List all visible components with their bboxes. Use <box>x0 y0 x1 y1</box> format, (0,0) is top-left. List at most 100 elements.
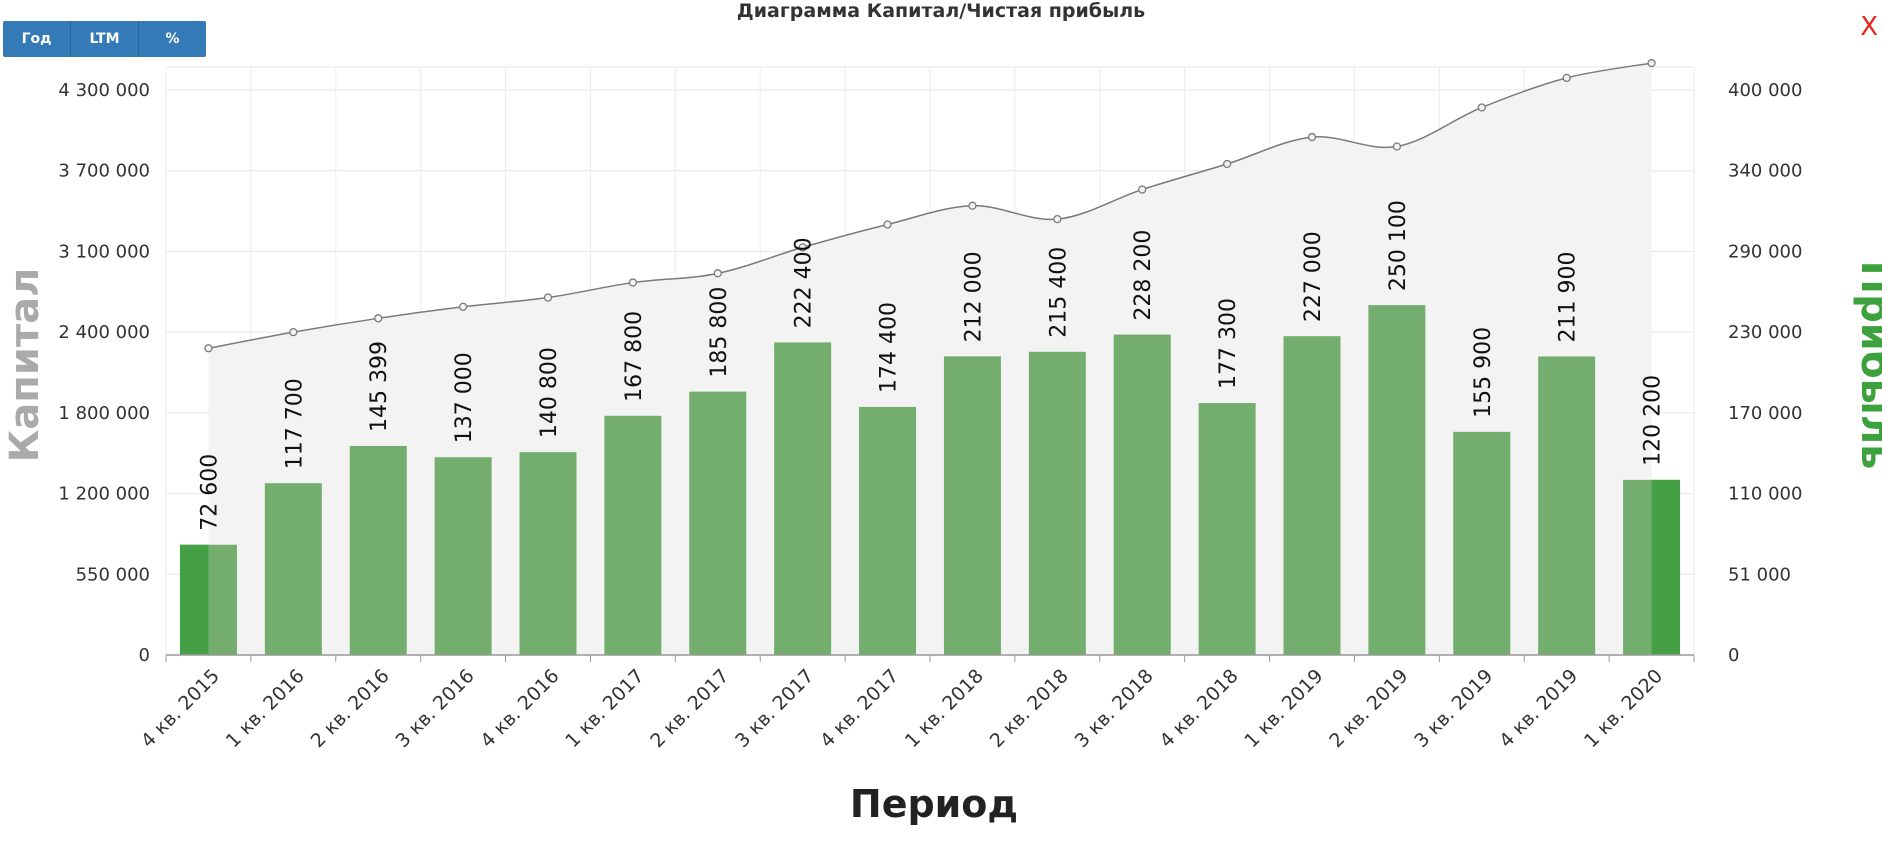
left-axis-tick-label: 4 300 000 <box>58 80 150 101</box>
profit-bar <box>943 356 1001 655</box>
capital-point <box>1477 103 1486 112</box>
chart-title: Диаграмма Капитал/Чистая прибыль <box>736 0 1146 22</box>
left-axis-tick-label: 550 000 <box>76 564 150 585</box>
x-axis-tick-label: 2 кв. 2018 <box>986 665 1073 752</box>
profit-bar <box>859 406 917 655</box>
left-axis-tick-label: 3 700 000 <box>58 161 150 182</box>
bar-data-label: 222 400 <box>792 237 817 328</box>
capital-point <box>204 344 213 353</box>
left-axis-tick-label: 1 200 000 <box>58 484 150 505</box>
left-axis-tick-label: 1 800 000 <box>58 403 150 424</box>
right-axis-tick-label: 340 000 <box>1728 161 1802 182</box>
profit-bar <box>689 391 747 655</box>
capital-point <box>1392 142 1402 151</box>
capital-point <box>713 269 722 278</box>
capital-point <box>1138 185 1147 194</box>
bar-data-label: 140 800 <box>537 347 562 438</box>
right-axis-tick-label: 51 000 <box>1728 564 1791 585</box>
profit-bars <box>179 305 1681 655</box>
capital-point <box>1562 73 1571 83</box>
bar-data-label: 211 900 <box>1556 252 1581 343</box>
percent-button[interactable]: % <box>139 21 206 57</box>
x-axis-tick-label: 2 кв. 2019 <box>1325 665 1412 752</box>
profit-bar-highlight <box>179 544 209 655</box>
left-axis-tick-label: 3 100 000 <box>58 241 150 262</box>
capital-point <box>289 327 298 337</box>
bar-data-label: 117 700 <box>282 378 307 469</box>
profit-bar <box>1113 334 1171 655</box>
bar-data-label: 137 000 <box>452 352 477 443</box>
right-axis-tick-label: 0 <box>1728 645 1739 666</box>
capital-point <box>628 278 638 287</box>
right-axis-tick-label: 400 000 <box>1728 80 1802 101</box>
right-axis-tick-label: 290 000 <box>1728 241 1802 262</box>
bar-data-label: 155 900 <box>1471 327 1496 418</box>
right-axis-tick-label: 230 000 <box>1728 322 1802 343</box>
bar-data-label: 120 200 <box>1641 375 1666 466</box>
x-axis-tick-label: 1 кв. 2016 <box>222 665 309 752</box>
capital-point <box>1307 132 1317 142</box>
right-axis-label: Прибыль <box>1852 261 1882 470</box>
capital-point <box>543 293 553 302</box>
x-axis-tick-label: 1 кв. 2020 <box>1580 665 1667 752</box>
profit-bar <box>349 445 407 655</box>
x-axis-tick-label: 4 кв. 2018 <box>1156 665 1243 752</box>
x-axis-tick-label: 1 кв. 2017 <box>561 665 648 752</box>
x-axis-tick-label: 4 кв. 2016 <box>476 665 563 752</box>
profit-bar <box>1538 356 1596 655</box>
bar-data-label: 185 800 <box>707 287 732 378</box>
bar-data-label: 212 000 <box>961 251 986 342</box>
bar-data-label: 177 300 <box>1216 298 1241 389</box>
capital-line <box>208 62 1652 350</box>
x-axis-tick-label: 2 кв. 2017 <box>646 665 733 752</box>
right-axis-tick-label: 110 000 <box>1728 484 1802 505</box>
profit-bar-highlight <box>1651 479 1681 655</box>
x-axis-tick-label: 3 кв. 2017 <box>731 665 818 752</box>
profit-bar <box>1028 351 1086 655</box>
profit-bar <box>1453 431 1511 655</box>
x-axis-tick-label: 1 кв. 2019 <box>1240 665 1327 752</box>
capital-points <box>204 58 1656 353</box>
capital-point <box>798 243 807 252</box>
bar-data-label: 215 400 <box>1046 247 1071 338</box>
x-axis-tick-label: 3 кв. 2019 <box>1410 665 1497 752</box>
x-axis-label: Период <box>850 782 1018 826</box>
profit-bar <box>774 342 832 655</box>
bar-data-labels: 72 600 117 700 145 399 137 000 140 800 167 80… <box>197 200 1665 531</box>
x-axis-tick-label: 3 кв. 2018 <box>1071 665 1158 752</box>
left-axis-label: Капитал <box>2 268 48 463</box>
ltm-button[interactable]: LTM <box>71 21 139 57</box>
bar-data-label: 167 800 <box>622 311 647 402</box>
profit-bar <box>604 415 662 655</box>
profit-bar <box>434 457 492 655</box>
right-axis-tick-label: 170 000 <box>1728 403 1802 424</box>
bar-data-label: 227 000 <box>1301 231 1326 322</box>
x-axis-tick-label: 4 кв. 2017 <box>816 665 903 752</box>
capital-point <box>374 314 383 323</box>
year-button[interactable]: Год <box>3 21 71 57</box>
left-axis-tick-label: 2 400 000 <box>58 322 150 343</box>
capital-point <box>1053 214 1062 224</box>
profit-bar <box>264 483 322 655</box>
x-axis-tick-label: 4 кв. 2019 <box>1495 665 1582 752</box>
capital-point <box>883 220 892 229</box>
bar-data-label: 174 400 <box>877 302 902 393</box>
axes <box>165 654 1695 662</box>
bar-data-label: 250 100 <box>1386 200 1411 291</box>
bar-data-label: 72 600 <box>197 454 222 531</box>
capital-point <box>458 302 468 311</box>
profit-bar <box>519 452 577 655</box>
close-icon[interactable]: X <box>1860 12 1878 42</box>
profit-bar <box>1198 403 1256 655</box>
x-axis-tick-label: 2 кв. 2016 <box>307 665 394 752</box>
capital-point <box>968 201 977 210</box>
bar-data-label: 145 399 <box>367 341 392 432</box>
profit-bar <box>1368 305 1426 655</box>
capital-point <box>1647 58 1656 68</box>
x-axis-tick-label: 4 кв. 2015 <box>137 665 224 752</box>
bar-data-label: 228 200 <box>1131 230 1156 321</box>
capital-point <box>1222 159 1232 169</box>
period-toggle-group: Год LTM % <box>3 21 206 57</box>
left-axis-tick-label: 0 <box>139 645 150 666</box>
